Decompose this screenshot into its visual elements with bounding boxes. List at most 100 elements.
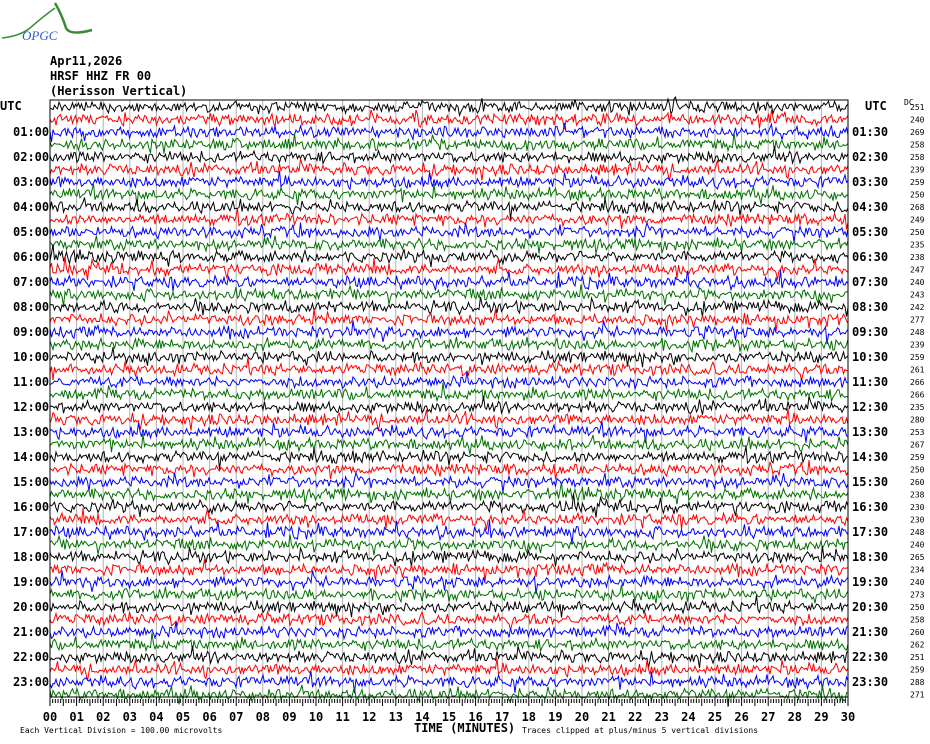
x-tick-label: 19 xyxy=(548,710,562,724)
seismic-trace xyxy=(49,421,849,444)
seismic-trace xyxy=(49,632,849,653)
seismic-trace xyxy=(49,595,849,618)
dc-offset-value: 259 xyxy=(910,178,925,187)
hour-label-left: 05:00 xyxy=(13,225,49,239)
seismic-trace xyxy=(49,308,849,332)
seismic-trace xyxy=(49,170,849,191)
x-tick-label: 15 xyxy=(442,710,456,724)
x-tick-label: 11 xyxy=(335,710,349,724)
x-tick-label: 26 xyxy=(734,710,748,724)
dc-offset-value: 240 xyxy=(910,578,925,587)
dc-offset-value: 258 xyxy=(910,616,925,625)
x-tick-label: 27 xyxy=(761,710,775,724)
hour-label-right: 08:30 xyxy=(852,300,888,314)
dc-offset-value: 247 xyxy=(910,266,925,275)
seismic-trace xyxy=(49,96,849,118)
hour-label-right: 10:30 xyxy=(852,350,888,364)
hour-label-left: 11:00 xyxy=(13,375,49,389)
seismic-trace xyxy=(49,296,849,317)
utc-right-label: UTC xyxy=(865,99,887,113)
hour-label-left: 22:00 xyxy=(13,650,49,664)
x-tick-label: 24 xyxy=(681,710,695,724)
hour-label-left: 02:00 xyxy=(13,150,49,164)
hour-label-right: 01:30 xyxy=(852,125,888,139)
x-tick-label: 10 xyxy=(309,710,323,724)
hour-label-left: 12:00 xyxy=(13,400,49,414)
clip-note: Traces clipped at plus/minus 5 vertical … xyxy=(522,726,759,735)
dc-offset-value: 238 xyxy=(910,253,925,262)
seismic-trace xyxy=(49,621,849,641)
seismic-trace xyxy=(49,221,849,242)
dc-offset-value: 265 xyxy=(910,553,925,562)
hour-label-right: 15:30 xyxy=(852,475,888,489)
dc-offset-value: 230 xyxy=(910,503,925,512)
dc-offset-value: 269 xyxy=(910,128,925,137)
dc-offset-value: 258 xyxy=(910,141,925,150)
hour-label-left: 23:00 xyxy=(13,675,49,689)
x-tick-label: 25 xyxy=(708,710,722,724)
station: HRSF HHZ FR 00 xyxy=(50,69,152,83)
seismic-trace xyxy=(49,256,849,281)
dc-offset-value: 251 xyxy=(910,103,925,112)
hour-label-right: 13:30 xyxy=(852,425,888,439)
dc-offset-value: 268 xyxy=(910,203,925,212)
x-tick-label: 12 xyxy=(362,710,376,724)
seismic-trace xyxy=(49,183,849,206)
seismic-trace xyxy=(49,208,849,230)
hour-label-right: 04:30 xyxy=(852,200,888,214)
date: Apr11,2026 xyxy=(50,54,123,68)
dc-offset-value: 280 xyxy=(910,416,925,425)
x-axis-label: TIME (MINUTES) xyxy=(414,721,516,735)
dc-offset-value: 259 xyxy=(910,453,925,462)
hour-label-left: 07:00 xyxy=(13,275,49,289)
x-tick-label: 14 xyxy=(415,710,429,724)
x-tick-label: 07 xyxy=(229,710,243,724)
dc-offset-value: 262 xyxy=(910,641,925,650)
dc-offset-value: 261 xyxy=(910,366,925,375)
x-tick-label: 00 xyxy=(43,710,57,724)
dc-offset-value: 239 xyxy=(910,166,925,175)
seismic-trace xyxy=(49,459,849,480)
seismic-trace xyxy=(49,434,849,455)
hour-label-right: 16:30 xyxy=(852,500,888,514)
hour-label-right: 09:30 xyxy=(852,325,888,339)
x-tick-label: 13 xyxy=(389,710,403,724)
seismic-trace xyxy=(49,645,849,669)
hour-label-left: 17:00 xyxy=(13,525,49,539)
x-tick-label: 23 xyxy=(655,710,669,724)
seismic-trace xyxy=(49,284,849,307)
dc-offset-value: 235 xyxy=(910,403,925,412)
x-tick-label: 05 xyxy=(176,710,190,724)
seismic-trace xyxy=(49,371,849,391)
scale-note: Each Vertical Division = 100.00 microvol… xyxy=(20,726,223,735)
hour-label-right: 21:30 xyxy=(852,625,888,639)
hour-label-left: 04:00 xyxy=(13,200,49,214)
hour-label-right: 19:30 xyxy=(852,575,888,589)
seismic-trace xyxy=(49,132,849,154)
seismic-trace xyxy=(49,671,849,694)
hour-label-left: 09:00 xyxy=(13,325,49,339)
dc-offset-value: 266 xyxy=(910,378,925,387)
seismic-trace xyxy=(49,508,849,530)
seismic-trace xyxy=(49,519,849,544)
dc-offset-value: 234 xyxy=(910,566,925,575)
dc-offset-value: 259 xyxy=(910,666,925,675)
hour-label-right: 07:30 xyxy=(852,275,888,289)
dc-offset-value: 266 xyxy=(910,391,925,400)
hour-label-right: 18:30 xyxy=(852,550,888,564)
seismic-trace xyxy=(49,320,849,345)
seismic-trace xyxy=(49,357,849,381)
dc-offset-value: 250 xyxy=(910,466,925,475)
dc-offset-value: 238 xyxy=(910,491,925,500)
hour-label-left: 08:00 xyxy=(13,300,49,314)
dc-offset-value: 273 xyxy=(910,591,925,600)
dc-offset-value: 230 xyxy=(910,516,925,525)
dc-offset-value: 267 xyxy=(910,441,925,450)
dc-offset-value: 260 xyxy=(910,628,925,637)
seismic-trace xyxy=(49,158,849,182)
hour-label-left: 03:00 xyxy=(13,175,49,189)
hour-label-left: 15:00 xyxy=(13,475,49,489)
x-tick-label: 20 xyxy=(575,710,589,724)
seismic-trace xyxy=(49,145,849,166)
